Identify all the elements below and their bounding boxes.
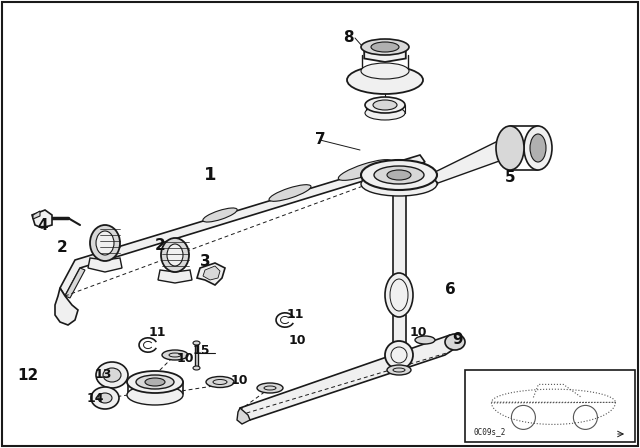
Ellipse shape [98,393,112,403]
Ellipse shape [415,336,435,344]
Text: 11: 11 [148,326,166,339]
Polygon shape [195,343,198,368]
Polygon shape [203,266,220,280]
Polygon shape [158,270,192,283]
Ellipse shape [387,170,411,180]
Ellipse shape [339,159,392,181]
Ellipse shape [385,341,413,369]
Ellipse shape [91,387,119,409]
Polygon shape [60,155,425,296]
Text: 15: 15 [192,344,210,357]
Ellipse shape [347,66,423,94]
Ellipse shape [361,63,409,79]
Polygon shape [65,268,85,298]
Ellipse shape [136,375,174,389]
Text: 1: 1 [204,166,216,184]
Text: 10: 10 [288,333,306,346]
Polygon shape [393,180,406,290]
Text: 3: 3 [200,254,211,270]
Ellipse shape [496,126,524,170]
Text: 9: 9 [452,332,463,348]
Text: 5: 5 [505,171,515,185]
Ellipse shape [193,341,200,345]
Polygon shape [393,315,406,355]
Ellipse shape [145,378,165,386]
Polygon shape [364,48,406,62]
Ellipse shape [361,39,409,55]
Polygon shape [240,335,460,420]
Ellipse shape [385,273,413,317]
Ellipse shape [387,365,411,375]
Ellipse shape [269,185,311,201]
Ellipse shape [374,166,424,184]
Text: 6: 6 [445,283,456,297]
Text: 0C09s_2: 0C09s_2 [473,427,506,436]
Text: 10: 10 [230,374,248,387]
Text: 14: 14 [86,392,104,405]
Polygon shape [237,408,250,424]
Text: 11: 11 [286,309,304,322]
Polygon shape [88,258,122,272]
Ellipse shape [162,350,188,360]
Ellipse shape [127,371,183,393]
Text: 2: 2 [56,241,67,255]
Text: 10: 10 [409,326,427,339]
Ellipse shape [373,100,397,110]
Text: 4: 4 [38,217,48,233]
Ellipse shape [90,225,120,261]
Ellipse shape [167,244,183,266]
Text: 8: 8 [342,30,353,46]
Polygon shape [33,211,40,219]
Bar [465,370,635,442]
Ellipse shape [96,362,128,388]
Ellipse shape [530,134,546,162]
Text: 12: 12 [17,367,38,383]
Ellipse shape [365,97,405,113]
Polygon shape [435,140,520,183]
Ellipse shape [203,208,237,222]
Text: 10: 10 [176,352,194,365]
Text: 7: 7 [315,133,325,147]
Ellipse shape [257,383,283,393]
Ellipse shape [371,42,399,52]
Text: 2: 2 [155,237,165,253]
Ellipse shape [524,126,552,170]
Ellipse shape [206,376,234,388]
Text: 13: 13 [94,369,112,382]
Polygon shape [32,210,52,228]
Polygon shape [55,288,78,325]
Ellipse shape [96,231,114,255]
Ellipse shape [445,334,465,350]
Ellipse shape [361,172,437,196]
Ellipse shape [103,368,121,382]
Ellipse shape [361,160,437,190]
Ellipse shape [127,385,183,405]
Ellipse shape [161,238,189,272]
Polygon shape [197,263,225,285]
Ellipse shape [193,366,200,370]
Ellipse shape [365,106,405,120]
